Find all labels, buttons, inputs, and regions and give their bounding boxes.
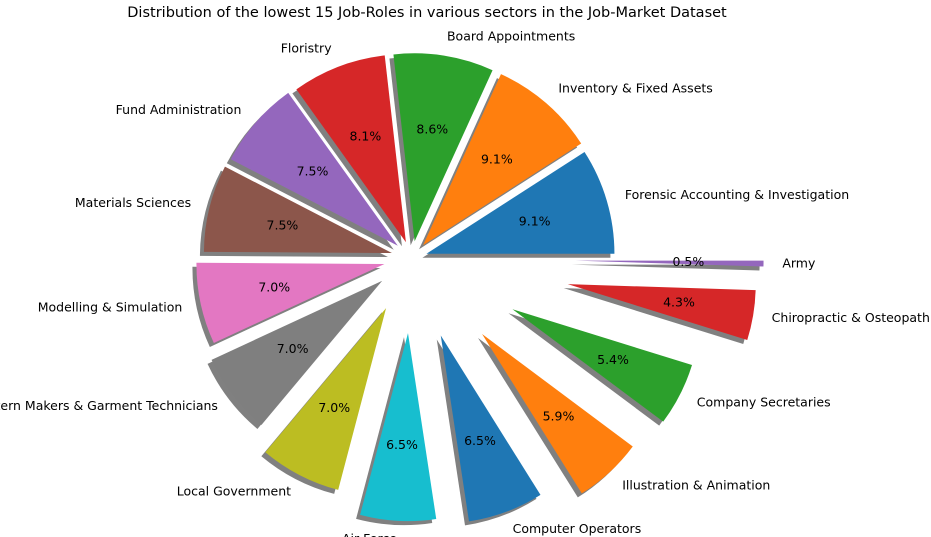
slice [296, 55, 406, 243]
pct-label: 5.4% [597, 352, 629, 367]
slice [423, 74, 582, 246]
slice [230, 92, 398, 246]
pct-label: 7.5% [297, 163, 329, 178]
pct-label: 8.6% [416, 121, 448, 136]
slice-shadow [571, 264, 760, 271]
pct-label: 6.5% [464, 433, 496, 448]
slice-label: Illustration & Animation [622, 478, 770, 493]
pct-label: 7.5% [267, 218, 299, 233]
slice-label: Inventory & Fixed Assets [558, 80, 712, 95]
slice-label: Local Government [177, 483, 291, 498]
pct-label: 7.0% [277, 341, 309, 356]
slice [360, 333, 437, 522]
pct-label: 0.5% [672, 254, 704, 269]
slice-label: Computer Operators [513, 521, 642, 536]
slice [196, 262, 385, 343]
slice-label: Army [782, 255, 816, 270]
slice [440, 335, 541, 522]
slice [575, 260, 764, 267]
pct-label: 7.0% [258, 279, 290, 294]
pct-label: 4.3% [663, 294, 695, 309]
pct-label: 9.1% [481, 151, 513, 166]
chart-title: Distribution of the lowest 15 Job-Roles … [127, 5, 727, 21]
slice-label: Pattern Makers & Garment Technicians [0, 398, 218, 413]
slice-label: Air Force [342, 531, 397, 537]
slice-label: Company Secretaries [697, 395, 831, 410]
slice [393, 53, 493, 242]
pct-label: 8.1% [350, 128, 382, 143]
slice [567, 284, 756, 341]
slice-label: Fund Administration [116, 102, 242, 117]
slice [512, 309, 693, 422]
pct-label: 5.9% [543, 408, 575, 423]
slice [265, 308, 387, 490]
slice-label: Board Appointments [447, 29, 575, 44]
pct-label: 6.5% [386, 437, 418, 452]
slice-label: Materials Sciences [75, 195, 191, 210]
pct-label: 9.1% [519, 213, 551, 228]
slice-label: Modelling & Simulation [38, 299, 183, 314]
slice-label: Forensic Accounting & Investigation [625, 187, 849, 202]
slice [203, 166, 392, 254]
pct-label: 7.0% [318, 400, 350, 415]
slice [482, 334, 633, 494]
slice [211, 280, 383, 425]
slice-label: Floristry [281, 41, 332, 56]
slice [426, 152, 615, 254]
slice-label: Chiropractic & Osteopathic [772, 310, 931, 325]
